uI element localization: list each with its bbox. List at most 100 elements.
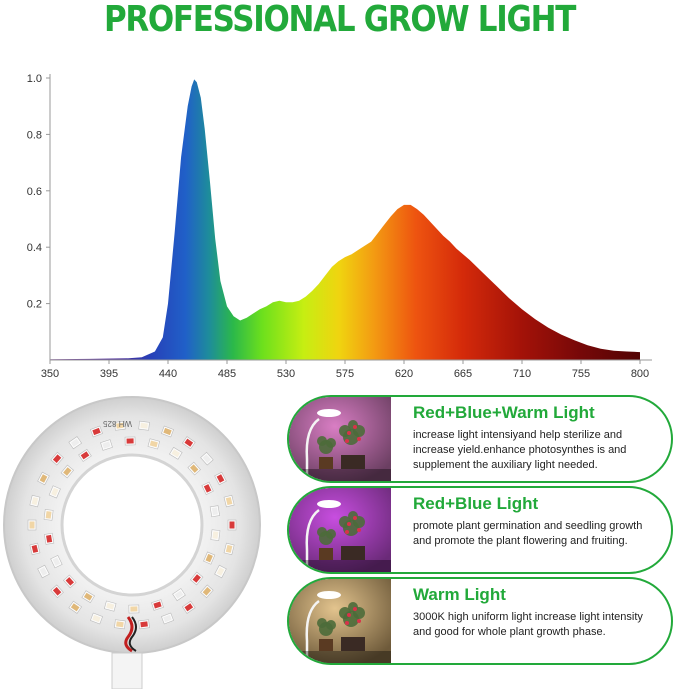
led-chip	[203, 551, 216, 565]
gooseneck-mount	[111, 652, 143, 690]
x-tick-label: 575	[336, 368, 354, 380]
led-chip	[103, 600, 117, 612]
led-chip	[124, 436, 136, 446]
light-glow	[289, 488, 391, 572]
led-chip	[78, 448, 92, 462]
led-chip	[37, 471, 50, 486]
led-chip	[172, 588, 186, 602]
led-chip	[200, 451, 214, 466]
led-chip	[43, 509, 54, 521]
led-chip	[81, 590, 95, 604]
card-photo	[289, 579, 391, 663]
led-chip	[214, 471, 227, 486]
plant-flower	[347, 431, 351, 435]
led-chip	[50, 584, 64, 599]
led-chip	[37, 564, 50, 579]
led-chip	[29, 494, 41, 508]
lamp-head	[317, 500, 341, 508]
lamp-head	[317, 409, 341, 417]
plant-leaves	[348, 420, 358, 430]
led-chip	[200, 584, 214, 599]
card-heading: Warm Light	[413, 585, 506, 604]
plant-leaves	[317, 527, 327, 537]
card-heading: Red+Blue+Warm Light	[413, 403, 595, 422]
led-chip	[161, 425, 174, 438]
plant-pot	[319, 457, 333, 469]
card-photo	[289, 397, 391, 481]
plant-flower	[345, 439, 349, 443]
ring-center	[60, 453, 204, 597]
x-tick-label: 395	[100, 368, 118, 380]
x-tick-label: 530	[277, 368, 295, 380]
led-chip	[147, 438, 161, 450]
led-chip	[169, 446, 183, 460]
led-ring-photo: WH 825	[0, 385, 275, 690]
led-chip	[210, 529, 221, 541]
plant-leaves	[348, 602, 358, 612]
y-tick-label: 0.6	[27, 186, 42, 198]
led-chip	[29, 542, 41, 556]
plant-pot	[341, 637, 365, 651]
card-description: promote plant germination and seedling g…	[413, 520, 643, 547]
led-chip	[100, 439, 113, 451]
plant-pot	[319, 639, 333, 651]
led-chip	[223, 542, 235, 556]
plant-pot	[341, 546, 365, 560]
plant-flower	[353, 607, 357, 611]
card-heading: Red+Blue Light	[413, 494, 539, 513]
light-glow	[289, 579, 391, 663]
plant-flower	[345, 621, 349, 625]
led-chip	[60, 464, 74, 479]
led-chip	[43, 532, 55, 545]
plant-leaves	[317, 618, 327, 628]
led-chip	[68, 600, 83, 614]
led-chip	[227, 519, 237, 531]
plant-leaves	[317, 436, 327, 446]
led-chip	[151, 599, 164, 611]
lamp-head	[317, 591, 341, 599]
card-photo	[289, 488, 391, 572]
ring-label: WH 825	[103, 419, 132, 428]
led-chip	[138, 420, 150, 431]
plant-leaves	[326, 529, 336, 539]
led-chip	[187, 461, 201, 476]
led-chip	[181, 600, 196, 614]
page-title: PROFESSIONAL GROW LIGHT	[103, 0, 576, 40]
plant-flower	[347, 522, 351, 526]
x-tick-label: 665	[454, 368, 472, 380]
y-tick-label: 0.8	[27, 129, 42, 141]
card-description: increase light intensiyand help steriliz…	[413, 429, 627, 471]
led-chip	[214, 564, 227, 579]
x-tick-label: 620	[395, 368, 413, 380]
plant-flower	[357, 437, 361, 441]
led-chip	[114, 619, 126, 630]
y-tick-label: 0.4	[27, 242, 42, 254]
lamp-arm	[305, 417, 320, 481]
black-wire	[128, 616, 137, 652]
plant-flower	[353, 516, 357, 520]
plant-flower	[345, 530, 349, 534]
x-tick-label: 800	[631, 368, 649, 380]
plant-pot	[319, 548, 333, 560]
spectrum-area	[50, 79, 640, 361]
led-chip	[68, 436, 83, 450]
card-red-blue: Red+Blue Light promote plant germination…	[287, 486, 673, 574]
plant-flower	[353, 425, 357, 429]
plant-leaves	[326, 620, 336, 630]
led-chip	[161, 612, 174, 625]
x-tick-label: 485	[218, 368, 236, 380]
x-tick-label: 440	[159, 368, 177, 380]
led-chip	[223, 494, 235, 508]
led-chip	[27, 519, 37, 531]
led-chip	[50, 554, 63, 569]
led-chip	[209, 505, 221, 518]
plant-flower	[347, 613, 351, 617]
plant-leaves	[326, 438, 336, 448]
plant-pot	[341, 455, 365, 469]
lamp-arm	[305, 599, 320, 663]
plant-leaves	[348, 511, 358, 521]
led-chip	[190, 571, 204, 586]
y-tick-label: 0.2	[27, 299, 42, 311]
spectrum-chart: 350 395 440 485 530 575 620 665 710 755 800 0.2 0.4 0…	[27, 73, 652, 380]
led-chip	[50, 451, 64, 466]
